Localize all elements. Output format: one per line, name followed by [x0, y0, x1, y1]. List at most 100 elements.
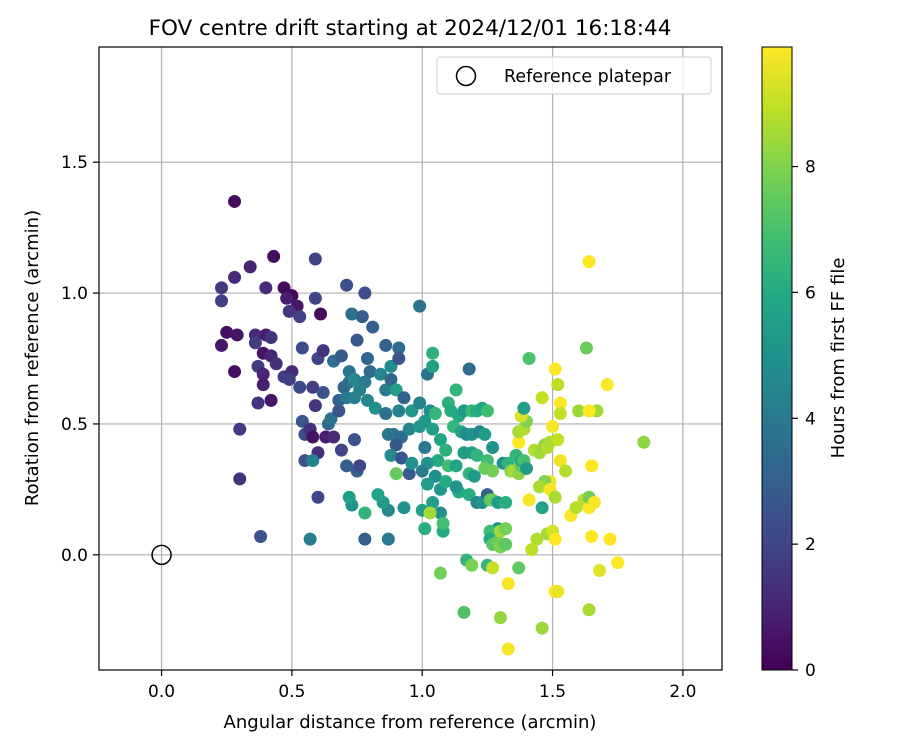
drift-point: [535, 391, 549, 405]
drift-point: [465, 558, 479, 572]
drift-point: [493, 611, 507, 625]
drift-point: [280, 291, 294, 305]
drift-point: [314, 307, 328, 321]
drift-point: [402, 422, 416, 436]
drift-point: [517, 401, 531, 415]
drift-point: [358, 506, 372, 520]
legend-entry-reference: Reference platepar: [504, 67, 672, 87]
drift-point: [428, 406, 442, 420]
drift-point: [392, 404, 406, 418]
drift-point: [353, 459, 367, 473]
drift-point: [611, 556, 625, 570]
drift-point: [233, 472, 247, 486]
drift-point: [433, 566, 447, 580]
drift-point: [486, 464, 500, 478]
drift-point: [402, 467, 416, 481]
drift-point: [428, 469, 442, 483]
y-tick-label: 0.5: [61, 415, 88, 435]
drift-point: [415, 464, 429, 478]
drift-point: [512, 561, 526, 575]
drift-point: [533, 480, 547, 494]
drift-point: [449, 480, 463, 494]
drift-point: [282, 304, 296, 318]
x-tick-label: 0.0: [148, 682, 175, 702]
drift-point: [462, 362, 476, 376]
drift-point: [546, 420, 560, 434]
drift-point: [350, 333, 364, 347]
colorbar-label: Hours from first FF file: [828, 258, 849, 459]
drift-point: [392, 352, 406, 365]
drift-point: [389, 467, 403, 481]
drift-point: [548, 362, 562, 376]
drift-point: [548, 532, 562, 546]
drift-point: [384, 372, 398, 386]
drift-point: [585, 459, 599, 473]
drift-point: [293, 380, 307, 394]
drift-point: [530, 532, 544, 546]
drift-point: [332, 404, 346, 418]
colorbar-gradient: [761, 46, 793, 671]
drift-point: [418, 522, 432, 536]
drift-point: [501, 577, 515, 591]
drift-point: [220, 325, 234, 339]
drift-point: [525, 543, 539, 557]
drift-point: [303, 532, 317, 546]
drift-point: [379, 383, 393, 397]
drift-point: [251, 396, 265, 410]
drift-point: [347, 372, 361, 386]
drift-point: [449, 459, 463, 473]
drift-point: [256, 378, 270, 392]
drift-point: [215, 281, 229, 295]
drift-point: [426, 495, 440, 509]
reference-platepar-marker: [151, 544, 172, 566]
drift-point: [368, 401, 382, 415]
drift-point: [215, 338, 229, 352]
drift-point: [501, 642, 515, 656]
y-axis-label: Rotation from reference (arcmin): [22, 210, 43, 506]
y-axis: 0.0 0.5 1.0 1.5: [61, 153, 99, 566]
drift-point: [522, 493, 536, 507]
drift-point: [394, 451, 408, 465]
legend: Reference platepar: [436, 56, 712, 95]
drift-point: [587, 495, 601, 509]
drift-point: [553, 406, 567, 420]
drift-point: [248, 336, 262, 350]
drift-point: [308, 291, 322, 305]
drift-point: [327, 430, 341, 444]
drift-point: [397, 391, 411, 405]
x-tick-label: 1.0: [409, 682, 436, 702]
drift-point: [585, 530, 599, 543]
colorbar-tick-label: 2: [805, 535, 816, 555]
drift-point: [582, 255, 596, 269]
drift-point: [355, 310, 369, 324]
drift-point: [551, 378, 565, 392]
drift-point: [306, 380, 320, 394]
x-axis: 0.0 0.5 1.0 1.5 2.0: [148, 670, 696, 702]
drift-point: [579, 341, 593, 355]
x-tick-label: 2.0: [669, 682, 696, 702]
colorbar-tick-label: 0: [805, 661, 816, 681]
drift-point: [439, 475, 453, 489]
drift-point: [413, 420, 427, 434]
drift-point: [345, 307, 359, 321]
drift-point: [499, 495, 513, 509]
legend-box: [436, 56, 712, 95]
drift-point: [228, 365, 242, 379]
drift-point: [379, 406, 393, 420]
drift-point: [449, 383, 463, 397]
drift-point: [582, 603, 596, 617]
colorbar-tick-label: 4: [805, 409, 816, 429]
drift-point: [228, 270, 242, 284]
drift-point: [267, 249, 281, 263]
drift-point: [592, 564, 606, 578]
drift-point: [426, 422, 440, 436]
drift-point: [439, 443, 453, 457]
drift-point: [334, 443, 348, 457]
drift-point: [535, 501, 549, 515]
drift-point: [522, 352, 536, 365]
y-tick-label: 1.5: [61, 153, 88, 173]
x-axis-label: Angular distance from reference (arcmin): [224, 712, 597, 733]
drift-point: [457, 605, 471, 619]
drift-point: [269, 357, 283, 371]
